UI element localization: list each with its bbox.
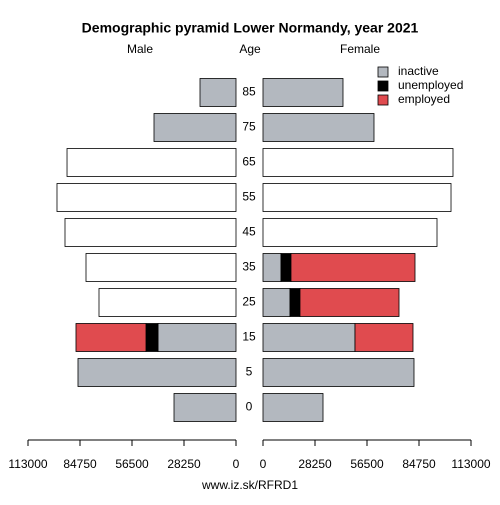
bar [199,78,237,107]
bar [145,323,159,352]
bar [299,288,400,317]
bar [77,358,237,387]
bar [289,288,301,317]
bar [56,183,237,212]
x-tick-label: 28250 [298,457,332,471]
panel-label: Female [340,42,380,56]
x-tick-label: 113000 [451,457,490,471]
bar [66,148,237,177]
bar [262,323,356,352]
x-tick-label: 56500 [115,457,149,471]
bar [354,323,414,352]
chart-title: Demographic pyramid Lower Normandy, year… [82,20,419,36]
bar [173,393,237,422]
bar [290,253,416,282]
y-tick-label: 55 [242,190,256,204]
bar [262,393,324,422]
footer: www.iz.sk/RFRD1 [201,478,298,492]
x-tick-label: 0 [233,457,240,471]
y-tick-label: 15 [242,330,256,344]
legend-swatch [377,80,389,92]
bar [280,253,292,282]
bar [98,288,237,317]
axis-label: Age [239,42,261,56]
bar [153,113,237,142]
x-tick-label: 28250 [167,457,201,471]
y-tick-label: 5 [246,365,253,379]
bar [262,253,282,282]
y-tick-label: 85 [242,85,256,99]
bar [262,78,344,107]
y-tick-label: 0 [246,400,253,414]
panel-label: Male [127,42,153,56]
legend-swatch [377,94,389,106]
y-tick-label: 25 [242,295,256,309]
bar [262,358,415,387]
legend-label: unemployed [398,78,463,92]
bar [262,183,452,212]
legend-label: employed [398,92,450,106]
y-tick-label: 65 [242,155,256,169]
bar [262,288,291,317]
bar [75,323,147,352]
x-tick-label: 84750 [402,457,436,471]
legend-label: inactive [398,64,439,78]
y-tick-label: 45 [242,225,256,239]
bar [262,218,438,247]
legend-swatch [377,66,389,78]
bar [85,253,237,282]
x-tick-label: 0 [260,457,267,471]
y-tick-label: 35 [242,260,256,274]
x-tick-label: 113000 [8,457,47,471]
bar [157,323,237,352]
bar [262,113,375,142]
x-tick-label: 56500 [350,457,384,471]
x-tick-label: 84750 [63,457,97,471]
bar [262,148,454,177]
y-tick-label: 75 [242,120,256,134]
bar [64,218,237,247]
